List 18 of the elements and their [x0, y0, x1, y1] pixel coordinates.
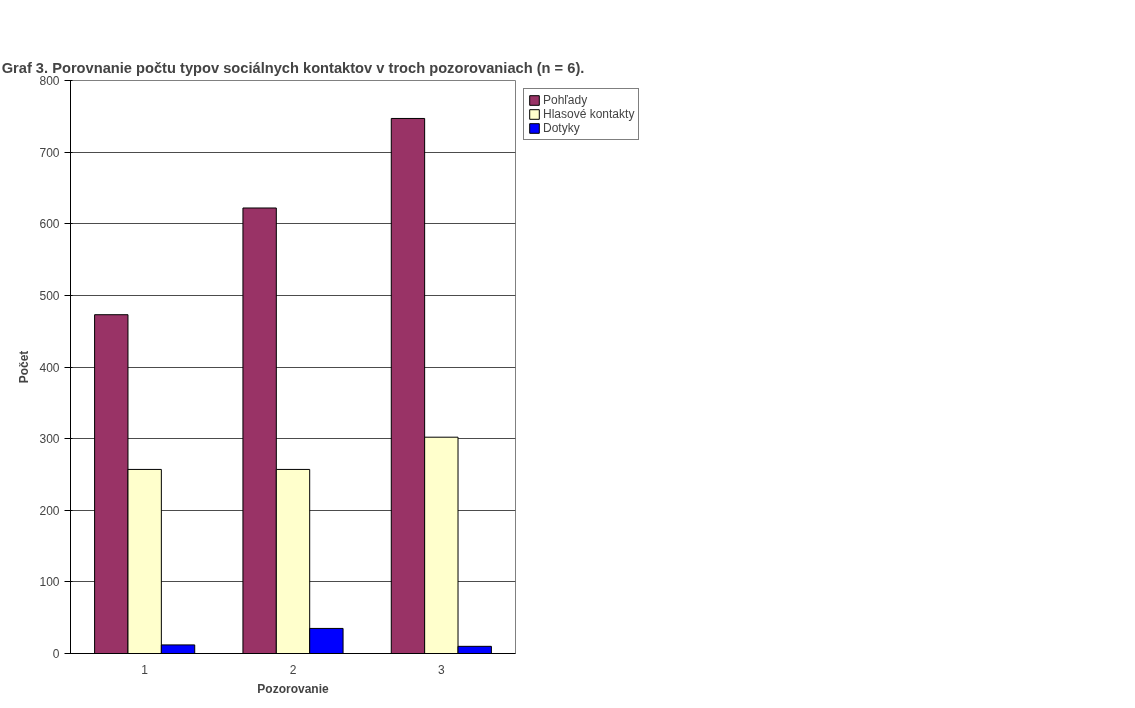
legend-label: Pohľady: [543, 93, 588, 107]
x-tick-label: 1: [141, 662, 149, 677]
y-tick-label: 100: [39, 575, 60, 590]
y-tick-label: 800: [39, 74, 60, 88]
x-axis-title: Pozorovanie: [257, 681, 329, 696]
x-tick-label: 3: [438, 662, 445, 677]
y-tick-label: 700: [39, 145, 60, 160]
y-tick-label: 200: [39, 503, 60, 518]
y-tick-label: 300: [39, 432, 60, 447]
x-tick-label: 2: [289, 662, 297, 677]
y-tick-label: 600: [39, 217, 60, 232]
legend-label: Dotyky: [543, 121, 580, 135]
y-tick-label: 0: [52, 647, 60, 661]
y-axis-title: Počet: [17, 350, 32, 384]
legend-label: Hlasové kontakty: [543, 107, 635, 121]
y-tick-label: 500: [39, 288, 60, 303]
y-tick-label: 400: [39, 360, 60, 375]
chart-title: Graf 3. Porovnanie počtu typov sociálnych kontaktov v troch pozorovaniach (n = 6).: [1, 59, 585, 76]
